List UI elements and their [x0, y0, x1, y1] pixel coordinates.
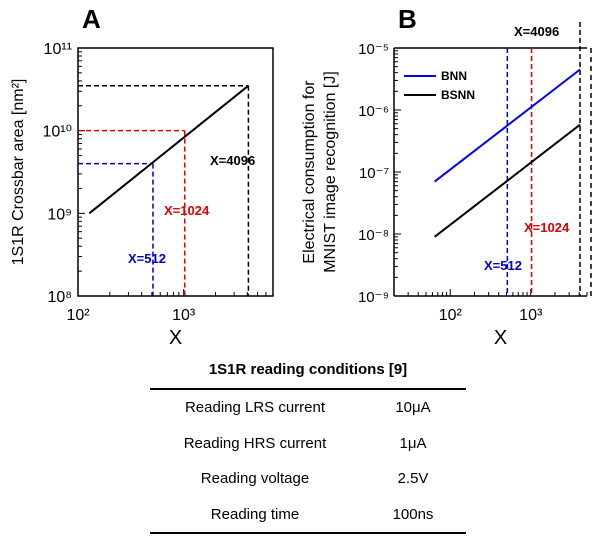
table-cell-value: 100ns	[392, 505, 434, 523]
y-tick-label: 10⁸	[47, 289, 72, 306]
table-bottom-rule	[150, 532, 466, 534]
legend-label: BNN	[441, 69, 467, 83]
table-cell-value: 2.5V	[397, 470, 429, 488]
annotation-label: X=1024	[524, 220, 570, 235]
table-cell-parameter: Reading HRS current	[183, 434, 327, 452]
y-tick-label: 10⁹	[47, 206, 72, 223]
y-tick-label: 10¹¹	[44, 41, 72, 58]
x-axis-label: X	[169, 327, 182, 349]
y-tick-label: 10¹⁰	[42, 124, 72, 141]
legend-label: BSNN	[441, 88, 475, 102]
y-axis-label-line1: Electrical consumption for	[301, 80, 318, 264]
x-tick-label: 10³	[519, 307, 543, 324]
x-axis-label: X	[494, 327, 507, 349]
y-tick-label: 10⁻⁹	[358, 289, 389, 306]
annotation-label: X=512	[484, 258, 522, 273]
x-tick-label: 10²	[66, 307, 90, 324]
table-cell-value: 1μA	[399, 434, 427, 452]
series-line	[88, 84, 250, 215]
y-tick-label: 10⁻⁷	[359, 165, 389, 182]
x-tick-label: 10³	[172, 307, 196, 324]
table-top-rule	[150, 388, 466, 390]
table-title: 1S1R reading conditions [9]	[208, 361, 408, 378]
table-row: Reading LRS current 10μA	[150, 390, 466, 426]
y-tick-label: 10⁻⁵	[358, 41, 389, 58]
x-tick-label: 10²	[439, 307, 463, 324]
figure-charts: A 10⁸ 10⁹ 10¹⁰ 10¹¹ 10² 10³ X 1S1R Crossbar area…	[10, 4, 592, 349]
table-row: Reading HRS current 1μA	[150, 426, 466, 462]
plot-frame-a	[77, 47, 274, 297]
table-row: Reading voltage 2.5V	[150, 461, 466, 497]
annotation-label: X=4096	[210, 153, 255, 168]
annotation-label: X=512	[128, 251, 166, 266]
reading-conditions-table: 1S1R reading conditions [9] Reading LRS …	[150, 358, 466, 534]
table-cell-parameter: Reading time	[210, 505, 300, 523]
series-line	[434, 68, 581, 183]
table-cell-parameter: Reading voltage	[200, 470, 310, 488]
y-tick-label: 10⁻⁸	[358, 227, 389, 244]
annotation-label: X=4096	[514, 24, 559, 39]
annotation-label: X=1024	[164, 203, 210, 218]
y-axis-label-line2: MNIST image recognition [J]	[322, 71, 339, 273]
panel-label-a: A	[82, 4, 101, 34]
table-cell-parameter: Reading LRS current	[184, 399, 326, 417]
table-cell-value: 10μA	[395, 399, 431, 417]
y-axis-label: 1S1R Crossbar area [nm²]	[10, 79, 27, 266]
series-line	[434, 123, 581, 238]
table-body: Reading LRS current 10μA Reading HRS cur…	[150, 390, 466, 532]
y-tick-label: 10⁻⁶	[358, 103, 389, 120]
panel-label-b: B	[398, 4, 417, 34]
table-row: Reading time 100ns	[150, 497, 466, 533]
